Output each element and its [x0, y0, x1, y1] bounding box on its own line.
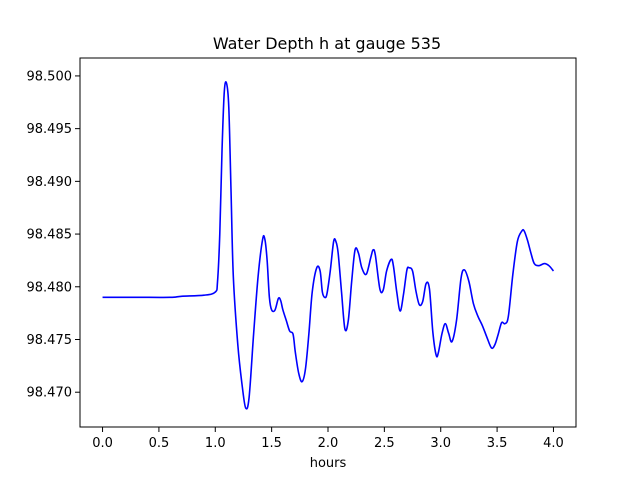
- x-tick-label: 1.5: [261, 436, 282, 451]
- y-tick-label: 98.470: [27, 386, 73, 401]
- series-line-0: [102, 81, 555, 410]
- x-tick-label: 0.5: [149, 436, 170, 451]
- y-tick-label: 98.480: [27, 280, 73, 295]
- x-tick-label: 2.0: [318, 436, 339, 451]
- x-tick-label: 4.0: [543, 436, 564, 451]
- x-tick-label: 2.5: [374, 436, 395, 451]
- y-tick-label: 98.495: [27, 122, 73, 137]
- x-tick-label: 0.0: [92, 436, 113, 451]
- x-tick-label: 3.5: [487, 436, 508, 451]
- ticks: 0.0 0.5 1.0 1.5 2.0 2.5 3.0 3.5 4.0 98.470 98.475 9…: [27, 69, 564, 451]
- y-tick-label: 98.500: [27, 69, 73, 84]
- y-tick-label: 98.490: [27, 175, 73, 190]
- y-tick-label: 98.475: [27, 333, 73, 348]
- chart-title: Water Depth h at gauge 535: [213, 34, 441, 53]
- x-tick-label: 3.0: [430, 436, 451, 451]
- plot-area: [102, 81, 555, 410]
- y-tick-label: 98.485: [27, 228, 73, 243]
- x-tick-label: 1.0: [205, 436, 226, 451]
- x-axis-label: hours: [310, 456, 347, 471]
- axes-frame: [79, 57, 577, 428]
